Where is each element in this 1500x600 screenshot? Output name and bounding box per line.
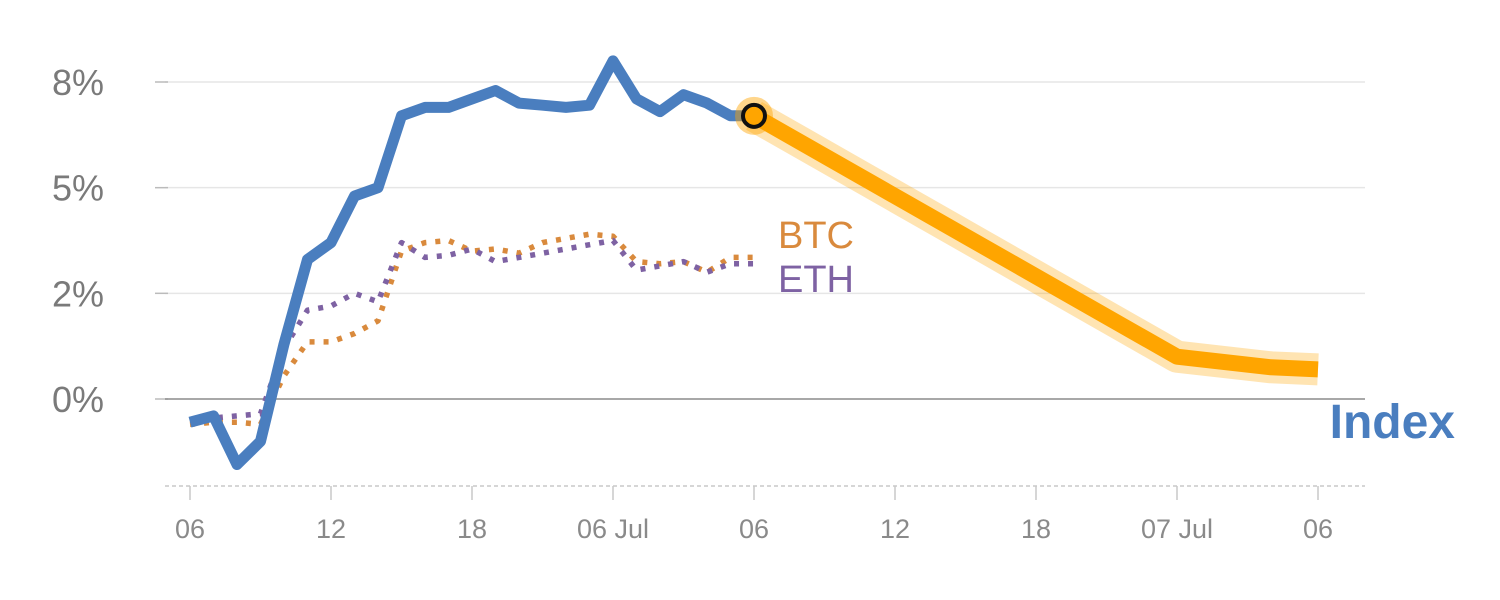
series-lines [188, 55, 1319, 470]
y-axis-tick-labels: 0% 2% 5% 8% [52, 62, 104, 420]
x-tick-label: 07 Jul [1141, 514, 1213, 544]
x-tick-label: 12 [880, 514, 910, 544]
y-tick-label: 8% [52, 62, 104, 103]
index-series-label: Index [1330, 396, 1456, 449]
y-tick-label: 2% [52, 273, 104, 314]
current-value-marker [735, 96, 773, 135]
y-tick-label: 0% [52, 379, 104, 420]
btc-line [189, 231, 754, 428]
index-line [188, 55, 754, 470]
x-tick-label: 06 [175, 514, 205, 544]
x-tick-label: 06 [1303, 514, 1333, 544]
x-tick-label: 18 [457, 514, 487, 544]
x-tick-label: 06 [739, 514, 769, 544]
eth-series-label: ETH [778, 259, 854, 301]
x-tick-label: 18 [1021, 514, 1051, 544]
y-tick-label: 5% [52, 168, 104, 209]
btc-series-label: BTC [778, 215, 854, 257]
forecast-line [750, 108, 1319, 378]
x-axis-tick-labels: 06 12 18 06 Jul 06 12 18 07 Jul 06 [175, 514, 1333, 544]
x-tick-label: 12 [316, 514, 346, 544]
x-axis [165, 485, 1365, 500]
marker-dot [741, 102, 767, 129]
x-tick-label: 06 Jul [577, 514, 649, 544]
